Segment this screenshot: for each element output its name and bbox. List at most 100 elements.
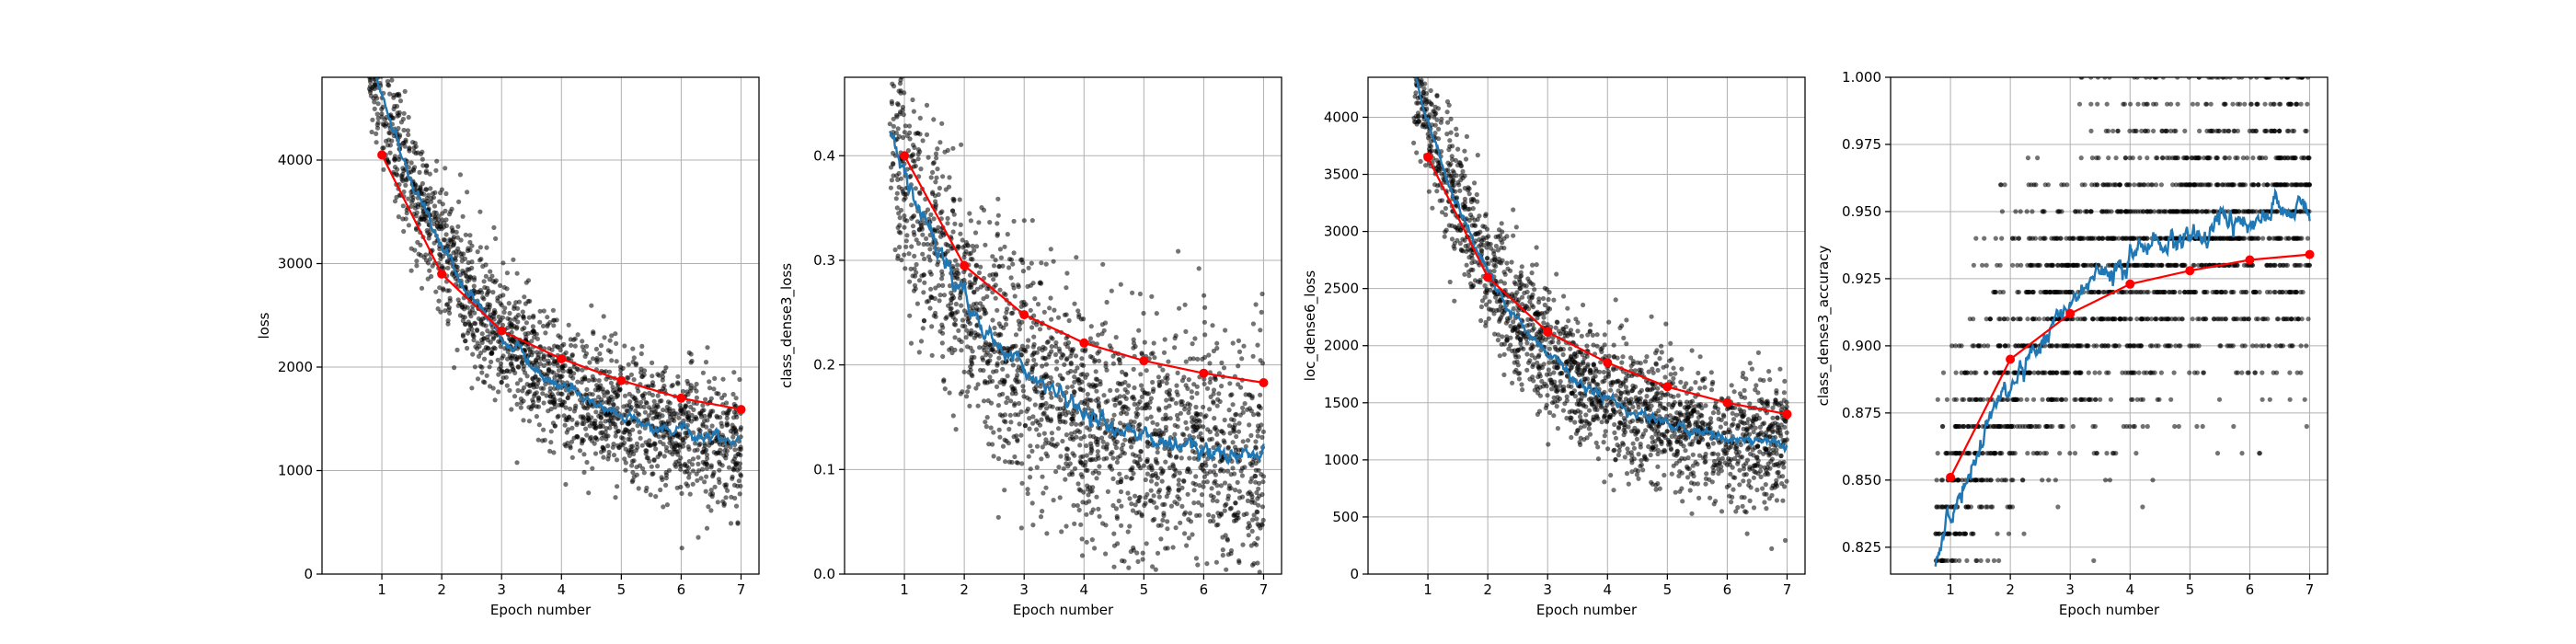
x-tick-label: 3	[497, 581, 506, 598]
batch-point	[949, 301, 954, 306]
batch-point	[724, 400, 730, 406]
batch-point	[1102, 320, 1109, 326]
batch-point	[1110, 502, 1116, 509]
batch-point	[898, 176, 904, 181]
batch-point	[1740, 503, 1745, 509]
batch-point	[712, 484, 718, 489]
batch-point	[449, 271, 455, 277]
batch-point	[420, 156, 425, 162]
batch-point	[515, 319, 521, 325]
batch-point	[1194, 390, 1200, 397]
batch-point	[401, 228, 407, 235]
batch-point	[509, 322, 514, 328]
batch-point	[527, 347, 533, 352]
batch-point	[1608, 472, 1614, 478]
batch-point	[896, 184, 902, 190]
batch-point	[1113, 445, 1119, 451]
batch-point	[1021, 394, 1027, 399]
batch-point	[1501, 236, 1507, 241]
batch-point	[1769, 546, 1775, 552]
batch-point	[1062, 312, 1067, 317]
batch-point	[500, 355, 505, 361]
batch-point	[580, 344, 585, 350]
batch-point	[638, 435, 643, 441]
batch-point	[602, 393, 607, 398]
batch-point	[972, 247, 977, 253]
batch-point	[1120, 369, 1125, 374]
batch-point	[991, 430, 996, 435]
batch-point	[1782, 484, 1788, 489]
batch-point	[1036, 432, 1041, 438]
batch-point	[1030, 414, 1036, 420]
batch-point	[423, 258, 429, 263]
batch-point	[655, 372, 661, 377]
batch-point	[1225, 537, 1230, 543]
batch-point	[1616, 453, 1621, 458]
batch-point	[574, 420, 580, 426]
batch-point	[688, 360, 694, 365]
batch-point	[1655, 464, 1661, 469]
batch-point	[697, 428, 703, 433]
batch-point	[552, 405, 558, 410]
batch-point	[584, 432, 590, 438]
batch-point	[1133, 502, 1138, 508]
batch-point	[987, 374, 993, 380]
batch-point	[524, 391, 530, 397]
batch-point	[1212, 480, 1217, 486]
batch-point	[629, 479, 635, 485]
batch-point	[1166, 490, 1171, 496]
batch-point	[1034, 322, 1040, 328]
batch-point	[1478, 304, 1484, 310]
batch-point	[443, 232, 449, 237]
batch-point	[542, 437, 547, 443]
batch-point	[410, 140, 416, 145]
batch-point	[1228, 547, 1235, 554]
batch-point	[949, 305, 954, 311]
batch-point	[667, 408, 673, 413]
batch-point	[641, 404, 647, 409]
batch-point	[1229, 392, 1235, 397]
batch-point	[1092, 359, 1098, 364]
batch-point	[717, 467, 722, 473]
batch-point	[1250, 321, 1256, 327]
running-average-line	[374, 77, 742, 446]
batch-point	[1175, 392, 1180, 397]
batch-point	[1051, 498, 1056, 503]
batch-point	[1777, 427, 1783, 432]
batch-point	[406, 223, 411, 228]
batch-point	[1108, 387, 1113, 393]
batch-point	[1121, 558, 1127, 564]
batch-point	[1466, 269, 1471, 274]
batch-point	[429, 273, 434, 280]
batch-point	[939, 340, 945, 346]
batch-point	[568, 406, 573, 412]
batch-point	[1064, 523, 1069, 529]
batch-point	[914, 261, 919, 268]
batch-point	[991, 263, 997, 269]
batch-point	[1112, 402, 1118, 408]
x-tick-label: 1	[377, 581, 386, 598]
batch-point	[622, 393, 628, 398]
batch-point	[642, 391, 648, 397]
batch-point	[1092, 546, 1098, 551]
batch-point	[937, 140, 943, 145]
batch-point	[679, 490, 684, 497]
batch-point	[598, 357, 604, 362]
batch-point	[996, 427, 1002, 432]
batch-point	[1152, 355, 1157, 361]
batch-point	[481, 296, 487, 302]
batch-point	[584, 386, 590, 392]
batch-point	[1034, 350, 1040, 355]
batch-point	[580, 339, 585, 344]
batch-point	[1156, 428, 1162, 433]
batch-point	[908, 340, 914, 346]
batch-point	[1751, 453, 1756, 458]
batch-point	[1696, 495, 1702, 501]
batch-point	[916, 350, 922, 355]
batch-point	[1191, 424, 1197, 430]
batch-point	[1158, 466, 1164, 471]
batch-point	[1029, 218, 1035, 224]
batch-point	[1501, 372, 1507, 377]
batch-point	[604, 376, 609, 382]
batch-point	[463, 338, 468, 344]
